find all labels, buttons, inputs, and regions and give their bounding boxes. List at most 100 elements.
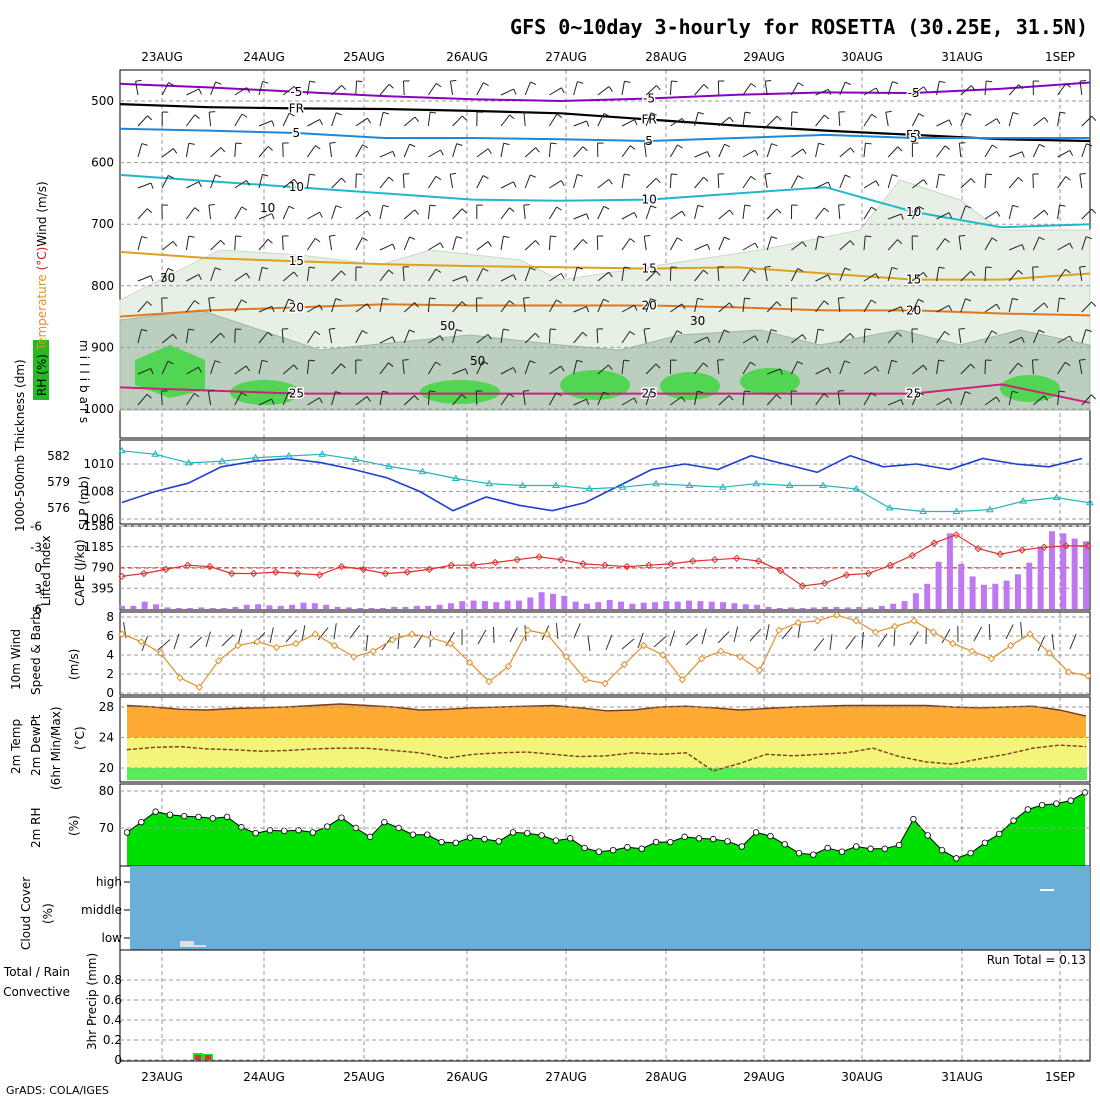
isotherm-label: -5 <box>643 92 655 106</box>
rh2m-marker <box>954 856 960 862</box>
wind-barb-flag <box>724 237 729 240</box>
wind-barb <box>574 174 578 188</box>
wind-barb-flag <box>828 182 830 188</box>
rh2m-marker <box>996 831 1002 837</box>
lifted-tick-label: -6 <box>30 520 42 534</box>
rh2m-marker <box>510 830 516 836</box>
wind-barb <box>428 205 429 219</box>
date-label-top: 25AUG <box>343 50 385 64</box>
wind-barb <box>743 243 755 250</box>
wind-barb <box>450 174 452 188</box>
isotherm-line <box>120 129 1090 141</box>
wind-barb <box>695 84 704 95</box>
date-label-top: 29AUG <box>743 50 785 64</box>
date-label-top: 31AUG <box>941 50 983 64</box>
wind-barb <box>937 120 950 126</box>
cape-bar <box>902 601 908 609</box>
wind-barb-flag <box>415 117 419 122</box>
wind-barb <box>477 176 483 188</box>
rh2m-marker <box>1025 807 1031 813</box>
rh2m-marker <box>153 809 159 815</box>
cape-bar <box>1038 547 1044 609</box>
date-label-bottom: 27AUG <box>545 1070 587 1084</box>
isotherm-label: 15 <box>289 254 304 268</box>
wind-barb <box>477 149 488 157</box>
thickness-axis-title: 1000-500mb Thickness (dm) <box>13 359 27 532</box>
wind-barb <box>1009 85 1018 95</box>
wind-barb-flag <box>536 148 540 153</box>
wind-barb <box>719 210 730 219</box>
wind-barb-flag <box>803 149 806 154</box>
wind-barb <box>864 181 876 188</box>
wind-barb-flag <box>216 82 222 84</box>
wind-barb-flag <box>871 207 876 210</box>
cape-bar <box>879 606 885 609</box>
wind-barb <box>622 239 630 250</box>
wind-barb-flag <box>436 176 441 179</box>
cape-bar <box>607 600 613 609</box>
wind-barb <box>259 174 262 188</box>
wind-barb-flag <box>462 209 466 213</box>
cape-bar <box>1083 541 1089 609</box>
wind-barb <box>138 276 151 281</box>
rh2m-marker <box>596 849 602 855</box>
wind-barb <box>549 88 561 95</box>
wind-barb <box>574 147 583 157</box>
wind-barb <box>138 183 151 188</box>
cape-bar <box>278 606 284 609</box>
wind-barb <box>186 208 194 219</box>
wind-speed-marker <box>930 629 936 635</box>
wind-barb-flag <box>630 146 635 150</box>
wind-barb <box>283 206 289 219</box>
wind-barb <box>622 81 624 95</box>
wind-barb-flag <box>730 117 734 122</box>
wind-barb <box>477 242 488 250</box>
wind-barb-flag <box>488 242 491 247</box>
wind-barb-flag <box>272 121 274 127</box>
rh2m-marker <box>768 833 774 839</box>
wind-barb <box>695 152 708 157</box>
upper-air-axis-title: RH (%) Temperature (°C)Wind (m/s) <box>35 181 49 396</box>
wind-barb <box>501 89 514 95</box>
temp-base-band <box>127 768 1087 780</box>
wind-barb-flag <box>677 238 682 241</box>
wind-barb-flag <box>1091 395 1095 399</box>
wind-barb-flag <box>173 149 176 154</box>
cape-bar <box>391 607 397 609</box>
date-label-bottom: 29AUG <box>743 1070 785 1084</box>
cape-bar <box>119 606 125 609</box>
wind-barb <box>524 112 525 126</box>
wind-barb <box>985 211 997 219</box>
cape-bar <box>924 584 930 609</box>
wind-barb-flag <box>777 116 781 120</box>
cape-bar <box>266 605 272 609</box>
wind-barb <box>501 236 503 250</box>
cape-bar <box>300 603 306 609</box>
cape-bar <box>176 608 182 609</box>
wind-barb-flag <box>557 207 562 210</box>
wind-barb-flag <box>551 143 557 144</box>
wind-barb-flag <box>1066 177 1071 181</box>
wind-barb <box>138 116 148 126</box>
rh2m-marker <box>639 846 645 852</box>
wind-barb-flag <box>262 174 268 176</box>
wind-barb-flag <box>142 236 148 238</box>
thickness-tick-label: 576 <box>47 501 70 515</box>
wind-barb <box>1033 117 1044 126</box>
temp-axis-title: 2m Temp <box>9 719 23 774</box>
wind-barb-flag <box>986 81 992 82</box>
wind-barb <box>307 212 319 219</box>
wind-barb-flag <box>845 82 850 85</box>
cape-bar <box>437 605 443 609</box>
rh2m-marker <box>1011 818 1017 824</box>
cloud-tick-label: middle <box>81 903 122 917</box>
wind-speed-marker <box>853 618 859 624</box>
rh2m-marker <box>424 832 430 838</box>
cape-bar <box>868 607 874 609</box>
temp-unit-label: (°C) <box>73 726 87 750</box>
wind-barb <box>574 214 587 219</box>
wind-barb <box>695 244 708 250</box>
rh2m-marker <box>653 839 659 845</box>
precip-convective-bar <box>195 1055 201 1060</box>
wind-barb <box>501 208 509 219</box>
